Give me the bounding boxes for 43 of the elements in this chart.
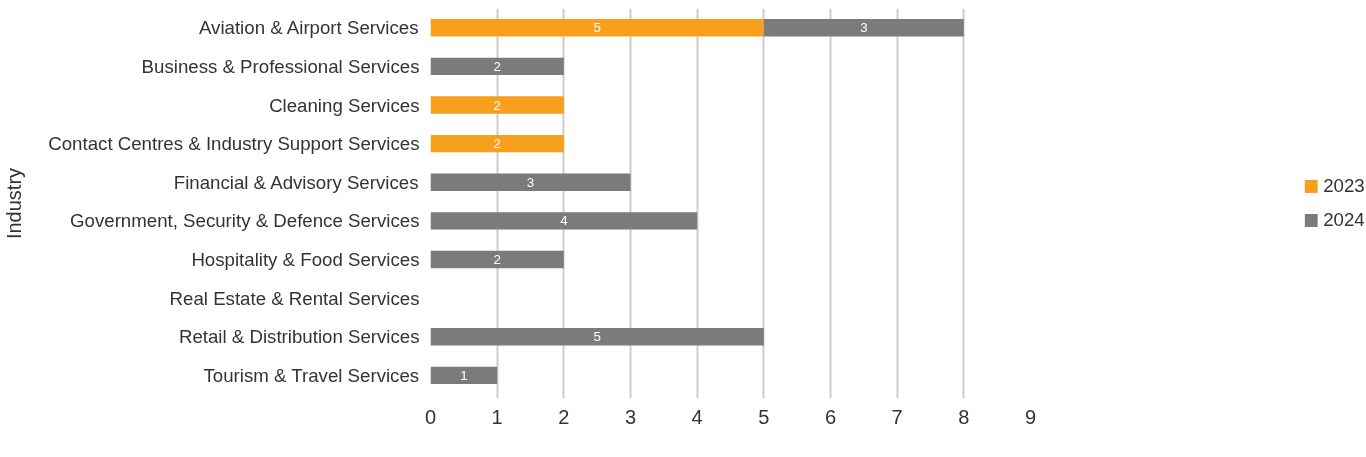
data-label: 5 [593, 20, 601, 36]
data-label: 5 [593, 329, 601, 345]
data-label: 2 [493, 136, 501, 152]
legend-label: 2023 [1323, 175, 1365, 197]
bar [430, 366, 498, 385]
x-tick-label: 3 [624, 405, 637, 428]
y-tick-label: Retail & Distribution Services [178, 326, 420, 348]
y-tick-label: Government, Security & Defence Services [70, 210, 420, 232]
y-tick-label: Contact Centres & Industry Support Services [48, 133, 420, 155]
bar [763, 19, 964, 37]
x-tick-label: 9 [1024, 405, 1037, 428]
bar [430, 134, 564, 153]
bar [430, 57, 564, 76]
bar [430, 212, 698, 230]
data-label: 2 [493, 58, 501, 74]
data-label: 3 [526, 174, 535, 190]
y-tick-label: Financial & Advisory Services [173, 171, 419, 193]
bar [430, 96, 564, 114]
y-tick-label: Aviation & Airport Services [198, 17, 419, 39]
bar [430, 173, 631, 191]
x-tick-label: 7 [891, 405, 903, 428]
y-tick-label: Real Estate & Rental Services [169, 287, 420, 309]
bar [430, 250, 564, 269]
data-label: 4 [560, 213, 569, 229]
x-tick-label: 2 [558, 405, 570, 428]
data-label: 1 [460, 367, 468, 383]
data-label: 2 [493, 97, 501, 113]
data-label: 3 [860, 20, 868, 36]
x-tick-label: 5 [758, 405, 770, 428]
y-tick-label: Business & Professional Services [141, 55, 420, 77]
data-label: 2 [493, 251, 501, 267]
legend-label: 2024 [1323, 209, 1365, 231]
x-tick-label: 0 [424, 405, 437, 428]
x-tick-label: 8 [958, 405, 970, 428]
y-tick-label: Tourism & Travel Services [203, 364, 420, 386]
y-tick-label: Hospitality & Food Services [191, 248, 420, 270]
y-axis-title: Industry [3, 167, 26, 240]
x-tick-label: 4 [691, 405, 703, 428]
bar [430, 19, 764, 37]
x-tick-label: 6 [824, 405, 837, 428]
bar [430, 328, 764, 346]
y-tick-label: Cleaning Services [269, 94, 420, 116]
x-tick-label: 1 [491, 405, 503, 428]
